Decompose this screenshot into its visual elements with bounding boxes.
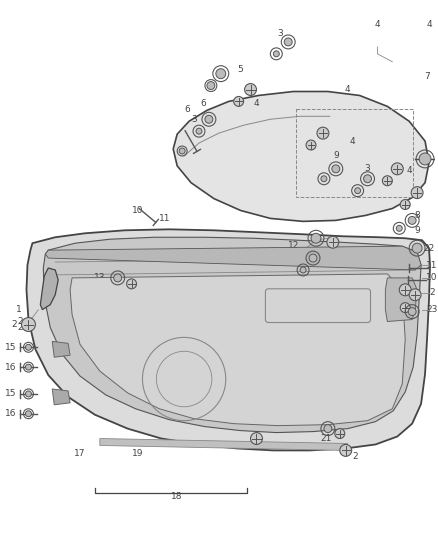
Text: 4: 4 bbox=[350, 136, 356, 146]
Polygon shape bbox=[100, 439, 348, 450]
Circle shape bbox=[317, 127, 329, 139]
Circle shape bbox=[216, 69, 226, 78]
Text: 21: 21 bbox=[320, 434, 332, 443]
Circle shape bbox=[234, 96, 244, 107]
Text: 15: 15 bbox=[5, 390, 16, 398]
Text: 18: 18 bbox=[171, 491, 183, 500]
Text: 4: 4 bbox=[426, 20, 432, 29]
Text: 11: 11 bbox=[426, 261, 438, 270]
Text: 16: 16 bbox=[5, 362, 16, 372]
Circle shape bbox=[321, 176, 327, 182]
Circle shape bbox=[205, 115, 213, 123]
Circle shape bbox=[284, 38, 292, 46]
Text: 2: 2 bbox=[18, 323, 23, 332]
Circle shape bbox=[25, 391, 32, 397]
Polygon shape bbox=[385, 278, 417, 321]
Circle shape bbox=[400, 303, 410, 312]
Circle shape bbox=[196, 128, 202, 134]
Text: 5: 5 bbox=[238, 65, 244, 74]
Circle shape bbox=[327, 236, 339, 248]
Text: 6: 6 bbox=[200, 99, 206, 108]
Text: 4: 4 bbox=[345, 85, 350, 94]
Text: 23: 23 bbox=[426, 305, 438, 314]
Circle shape bbox=[244, 84, 257, 95]
Circle shape bbox=[335, 429, 345, 439]
Text: 14: 14 bbox=[76, 285, 88, 294]
Text: 4: 4 bbox=[254, 99, 259, 108]
Circle shape bbox=[179, 148, 185, 154]
Polygon shape bbox=[52, 341, 70, 357]
Circle shape bbox=[355, 188, 360, 193]
Polygon shape bbox=[173, 92, 429, 221]
Circle shape bbox=[408, 216, 416, 224]
Circle shape bbox=[273, 51, 279, 57]
Text: 11: 11 bbox=[159, 214, 170, 223]
Polygon shape bbox=[70, 274, 405, 426]
Text: 15: 15 bbox=[5, 343, 16, 352]
Text: 13: 13 bbox=[94, 273, 106, 282]
Circle shape bbox=[364, 175, 371, 183]
Circle shape bbox=[306, 140, 316, 150]
Text: 2: 2 bbox=[353, 452, 358, 461]
Text: 1: 1 bbox=[16, 305, 21, 314]
Text: 12: 12 bbox=[287, 241, 299, 249]
Circle shape bbox=[309, 254, 317, 262]
Text: 4: 4 bbox=[374, 20, 380, 29]
Circle shape bbox=[25, 364, 32, 370]
Text: 10: 10 bbox=[426, 273, 438, 282]
Circle shape bbox=[300, 267, 306, 273]
Polygon shape bbox=[43, 237, 421, 433]
Text: 3: 3 bbox=[191, 115, 197, 124]
Circle shape bbox=[25, 344, 32, 350]
Text: 22: 22 bbox=[424, 244, 434, 253]
Text: 20: 20 bbox=[248, 442, 259, 451]
Text: 3: 3 bbox=[365, 164, 371, 173]
Text: 17: 17 bbox=[74, 449, 86, 458]
Text: 8: 8 bbox=[414, 211, 420, 220]
Circle shape bbox=[207, 82, 215, 90]
Text: 7: 7 bbox=[424, 72, 430, 81]
Text: 2: 2 bbox=[12, 320, 18, 329]
Circle shape bbox=[127, 279, 137, 289]
Circle shape bbox=[382, 176, 392, 185]
Text: 2: 2 bbox=[429, 288, 435, 297]
Polygon shape bbox=[40, 268, 58, 310]
Polygon shape bbox=[45, 246, 421, 270]
Circle shape bbox=[311, 233, 321, 243]
Text: 9: 9 bbox=[414, 226, 420, 235]
Circle shape bbox=[25, 411, 32, 417]
Text: 4: 4 bbox=[406, 166, 412, 175]
Text: 3: 3 bbox=[277, 29, 283, 38]
Circle shape bbox=[391, 163, 403, 175]
Circle shape bbox=[400, 199, 410, 209]
Text: 2: 2 bbox=[18, 317, 23, 326]
Text: 10: 10 bbox=[132, 206, 143, 215]
Circle shape bbox=[412, 243, 422, 253]
Circle shape bbox=[408, 308, 416, 316]
Polygon shape bbox=[26, 229, 430, 450]
Text: 6: 6 bbox=[184, 105, 190, 114]
Circle shape bbox=[399, 284, 411, 296]
Circle shape bbox=[396, 225, 402, 231]
Polygon shape bbox=[52, 389, 70, 405]
Circle shape bbox=[21, 318, 35, 332]
Circle shape bbox=[324, 425, 332, 433]
Circle shape bbox=[114, 274, 122, 282]
Circle shape bbox=[411, 187, 423, 199]
Text: 19: 19 bbox=[132, 449, 143, 458]
Text: 16: 16 bbox=[5, 409, 16, 418]
Circle shape bbox=[419, 153, 431, 165]
Circle shape bbox=[251, 433, 262, 445]
Text: 9: 9 bbox=[333, 151, 339, 160]
Circle shape bbox=[332, 165, 340, 173]
Circle shape bbox=[409, 289, 421, 301]
Circle shape bbox=[340, 445, 352, 456]
